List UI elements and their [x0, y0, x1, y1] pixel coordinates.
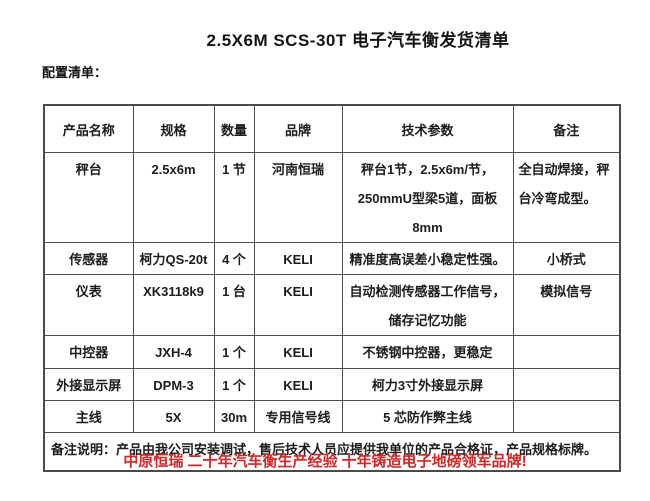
cell-product-name: 主线 — [43, 399, 134, 433]
cell-remark — [512, 367, 621, 401]
cell-product-name: 传感器 — [43, 241, 134, 275]
cell-spec: 2.5x6m — [132, 151, 215, 243]
cell-spec: JXH-4 — [132, 334, 215, 369]
cell-remark: 小桥式 — [512, 241, 621, 275]
table-row: 秤台 2.5x6m 1 节 河南恒瑞 秤台1节，2.5x6m/节， 250mmU… — [43, 151, 621, 243]
header-cell-brand: 品牌 — [253, 104, 343, 153]
footer-note-cell: 备注说明：产品由我公司安装调试，售后技术人员应提供我单位的产品合格证，产品规格标… — [43, 431, 621, 472]
cell-brand: KELI — [253, 367, 343, 401]
config-table: 产品名称 规格 数量 品牌 技术参数 备注 秤台 2.5x6m 1 节 河南恒瑞… — [43, 104, 621, 472]
cell-remark: 模拟信号 — [512, 273, 621, 336]
cell-tech-params: 不锈钢中控器，更稳定 — [341, 334, 514, 369]
cell-quantity: 30m — [213, 399, 255, 433]
cell-product-name: 秤台 — [43, 151, 134, 243]
cell-remark — [512, 399, 621, 433]
cell-tech-params: 柯力3寸外接显示屏 — [341, 367, 514, 401]
cell-brand: KELI — [253, 334, 343, 369]
header-cell-remark: 备注 — [512, 104, 621, 153]
cell-quantity: 1 节 — [213, 151, 255, 243]
table-row: 仪表 XK3118k9 1 台 KELI 自动检测传感器工作信号， 储存记忆功能… — [43, 273, 621, 336]
cell-brand: 河南恒瑞 — [253, 151, 343, 243]
cell-spec: 柯力QS-20t — [132, 241, 215, 275]
cell-tech-params: 秤台1节，2.5x6m/节， 250mmU型梁5道，面板8mm — [341, 151, 514, 243]
header-cell-spec: 规格 — [132, 104, 215, 153]
cell-spec: DPM-3 — [132, 367, 215, 401]
cell-product-name: 仪表 — [43, 273, 134, 336]
cell-tech-params: 5 芯防作弊主线 — [341, 399, 514, 433]
table-row: 主线 5X 30m 专用信号线 5 芯防作弊主线 — [43, 399, 621, 433]
cell-quantity: 1 个 — [213, 334, 255, 369]
cell-brand: KELI — [253, 273, 343, 336]
cell-product-name: 中控器 — [43, 334, 134, 369]
cell-remark — [512, 334, 621, 369]
cell-tech-params: 精准度高误差小稳定性强。 — [341, 241, 514, 275]
cell-spec: XK3118k9 — [132, 273, 215, 336]
cell-brand: KELI — [253, 241, 343, 275]
page-title: 2.5X6M SCS-30T 电子汽车衡发货清单 — [206, 31, 510, 50]
header-cell-product-name: 产品名称 — [43, 104, 134, 153]
cell-brand: 专用信号线 — [253, 399, 343, 433]
cell-product-name: 外接显示屏 — [43, 367, 134, 401]
table-row: 传感器 柯力QS-20t 4 个 KELI 精准度高误差小稳定性强。 小桥式 — [43, 241, 621, 275]
cell-quantity: 4 个 — [213, 241, 255, 275]
header-cell-quantity: 数量 — [213, 104, 255, 153]
header-cell-tech-params: 技术参数 — [341, 104, 514, 153]
table-row: 中控器 JXH-4 1 个 KELI 不锈钢中控器，更稳定 — [43, 334, 621, 369]
table-footer-note-row: 备注说明：产品由我公司安装调试，售后技术人员应提供我单位的产品合格证，产品规格标… — [43, 431, 621, 472]
table-row: 外接显示屏 DPM-3 1 个 KELI 柯力3寸外接显示屏 — [43, 367, 621, 401]
cell-spec: 5X — [132, 399, 215, 433]
slogan-text: 中原恒瑞 二十年汽车衡生产经验 十年铸造电子地磅领军品牌! — [123, 453, 527, 470]
cell-quantity: 1 台 — [213, 273, 255, 336]
cell-quantity: 1 个 — [213, 367, 255, 401]
cell-remark: 全自动焊接，秤 台冷弯成型。 — [512, 151, 621, 243]
section-label: 配置清单： — [42, 65, 108, 80]
table-header-row: 产品名称 规格 数量 品牌 技术参数 备注 — [43, 104, 621, 153]
cell-tech-params: 自动检测传感器工作信号， 储存记忆功能 — [341, 273, 514, 336]
